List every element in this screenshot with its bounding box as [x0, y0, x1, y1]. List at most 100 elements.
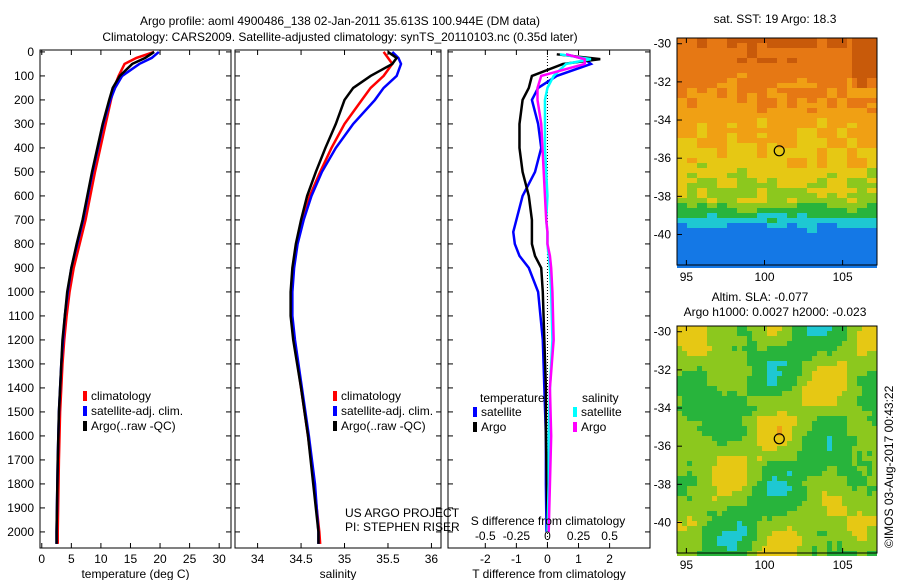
- map-cell: [802, 421, 807, 426]
- map-cell: [757, 163, 762, 168]
- map-cell: [712, 421, 717, 426]
- map-cell: [847, 446, 852, 451]
- map-cell: [842, 108, 847, 113]
- map-cell: [712, 223, 717, 228]
- legend-label: Argo: [581, 420, 607, 434]
- y-tick-label: 1400: [7, 381, 34, 395]
- map-cell: [807, 123, 812, 128]
- map-cell: [732, 243, 737, 248]
- map-cell: [852, 108, 857, 113]
- map-cell: [732, 178, 737, 183]
- map-cell: [752, 356, 757, 361]
- map-cell: [767, 208, 772, 213]
- map-cell: [747, 43, 752, 48]
- map-cell: [692, 356, 697, 361]
- map-cell: [857, 203, 862, 208]
- map-cell: [682, 356, 687, 361]
- sla-map-subtitle: Argo h1000: 0.0027 h2000: -0.023: [684, 305, 867, 319]
- map-cell: [817, 93, 822, 98]
- map-cell: [822, 351, 827, 356]
- map-cell: [857, 396, 862, 401]
- map-cell: [712, 526, 717, 531]
- map-cell: [682, 133, 687, 138]
- map-cell: [807, 103, 812, 108]
- map-cell: [727, 461, 732, 466]
- map-cell: [682, 396, 687, 401]
- map-cell: [852, 461, 857, 466]
- map-cell: [822, 178, 827, 183]
- map-cell: [822, 148, 827, 153]
- map-cell: [792, 153, 797, 158]
- map-cell: [827, 531, 832, 536]
- map-cell: [722, 128, 727, 133]
- map-cell: [827, 133, 832, 138]
- map-cell: [857, 223, 862, 228]
- map-cell: [842, 233, 847, 238]
- map-cell: [747, 326, 752, 331]
- map-cell: [872, 381, 877, 386]
- map-cell: [697, 258, 702, 263]
- map-cell: [797, 476, 802, 481]
- map-cell: [747, 381, 752, 386]
- map-cell: [787, 436, 792, 441]
- map-cell: [677, 68, 682, 73]
- map-cell: [737, 73, 742, 78]
- map-cell: [807, 526, 812, 531]
- map-cell: [812, 168, 817, 173]
- map-cell: [727, 416, 732, 421]
- map-cell: [807, 446, 812, 451]
- map-cell: [697, 113, 702, 118]
- map-cell: [792, 481, 797, 486]
- map-cell: [762, 401, 767, 406]
- map-cell: [802, 153, 807, 158]
- map-cell: [812, 466, 817, 471]
- map-cell: [737, 416, 742, 421]
- map-cell: [722, 411, 727, 416]
- map-cell: [702, 351, 707, 356]
- map-cell: [842, 396, 847, 401]
- map-cell: [767, 153, 772, 158]
- map-cell: [867, 491, 872, 496]
- map-cell: [782, 118, 787, 123]
- y-tick-label: 100: [14, 69, 34, 83]
- map-cell: [722, 193, 727, 198]
- map-cell: [872, 461, 877, 466]
- map-cell: [852, 391, 857, 396]
- map-cell: [872, 38, 877, 43]
- map-cell: [742, 193, 747, 198]
- map-cell: [802, 108, 807, 113]
- map-cell: [717, 501, 722, 506]
- map-cell: [687, 63, 692, 68]
- map-cell: [772, 446, 777, 451]
- map-cell: [697, 168, 702, 173]
- map-cell: [762, 501, 767, 506]
- map-cell: [692, 223, 697, 228]
- map-cell: [732, 461, 737, 466]
- map-cell: [857, 78, 862, 83]
- map-cell: [757, 541, 762, 546]
- map-cell: [717, 223, 722, 228]
- map-cell: [782, 188, 787, 193]
- map-cell: [837, 411, 842, 416]
- map-cell: [762, 436, 767, 441]
- map-cell: [772, 233, 777, 238]
- map-cell: [787, 411, 792, 416]
- map-cell: [777, 401, 782, 406]
- map-cell: [862, 511, 867, 516]
- map-cell: [837, 401, 842, 406]
- map-cell: [732, 203, 737, 208]
- map-cell: [732, 481, 737, 486]
- map-cell: [702, 58, 707, 63]
- map-cell: [872, 243, 877, 248]
- map-cell: [797, 173, 802, 178]
- map-cell: [797, 188, 802, 193]
- map-cell: [832, 183, 837, 188]
- map-cell: [867, 441, 872, 446]
- map-cell: [712, 73, 717, 78]
- map-cell: [702, 148, 707, 153]
- map-cell: [867, 356, 872, 361]
- map-cell: [707, 506, 712, 511]
- map-cell: [702, 163, 707, 168]
- series-line-salinity-Argo: [536, 53, 586, 532]
- map-cell: [752, 88, 757, 93]
